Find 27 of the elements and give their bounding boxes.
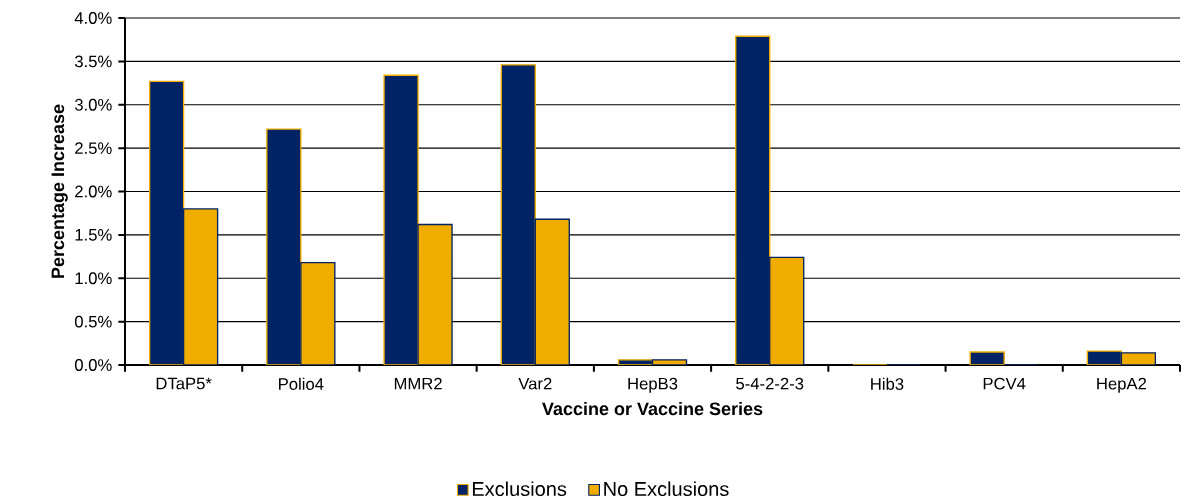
y-tick-label: 3.0% — [74, 98, 112, 111]
x-tick-label: Polio4 — [279, 377, 324, 390]
y-axis-title: Percentage Increase — [51, 104, 68, 278]
bar — [300, 261, 336, 365]
legend-label: Exclusions — [472, 481, 567, 497]
x-axis-title: Vaccine or Vaccine Series — [542, 401, 763, 416]
y-tick-label: 3.5% — [74, 55, 112, 68]
x-tick-label: Var2 — [518, 377, 552, 390]
x-tick-label: Hib3 — [871, 377, 904, 390]
x-tick-label: HepB3 — [628, 377, 678, 393]
bar — [769, 256, 805, 365]
y-tick-label: 2.0% — [75, 185, 112, 198]
x-tick-label: PCV4 — [983, 377, 1026, 390]
x-tick-label: DTaP5* — [156, 377, 212, 390]
y-tick-label: 2.5% — [75, 142, 112, 155]
y-tick-label: 1.5% — [75, 229, 112, 241]
x-tick-label: 5-4-2-2-3 — [736, 377, 804, 390]
legend-label: No Exclusions — [604, 481, 729, 497]
x-tick-label: HepA2 — [1097, 377, 1147, 393]
x-tick-label: MMR2 — [394, 377, 442, 390]
y-tick-label: 1.0% — [75, 272, 112, 285]
y-tick-label: 0.0% — [74, 359, 112, 371]
y-tick-label: 0.5% — [74, 315, 112, 328]
y-tick-label: 4.0% — [74, 12, 112, 24]
bar — [417, 223, 453, 365]
bar — [182, 208, 219, 365]
bar — [534, 218, 570, 365]
